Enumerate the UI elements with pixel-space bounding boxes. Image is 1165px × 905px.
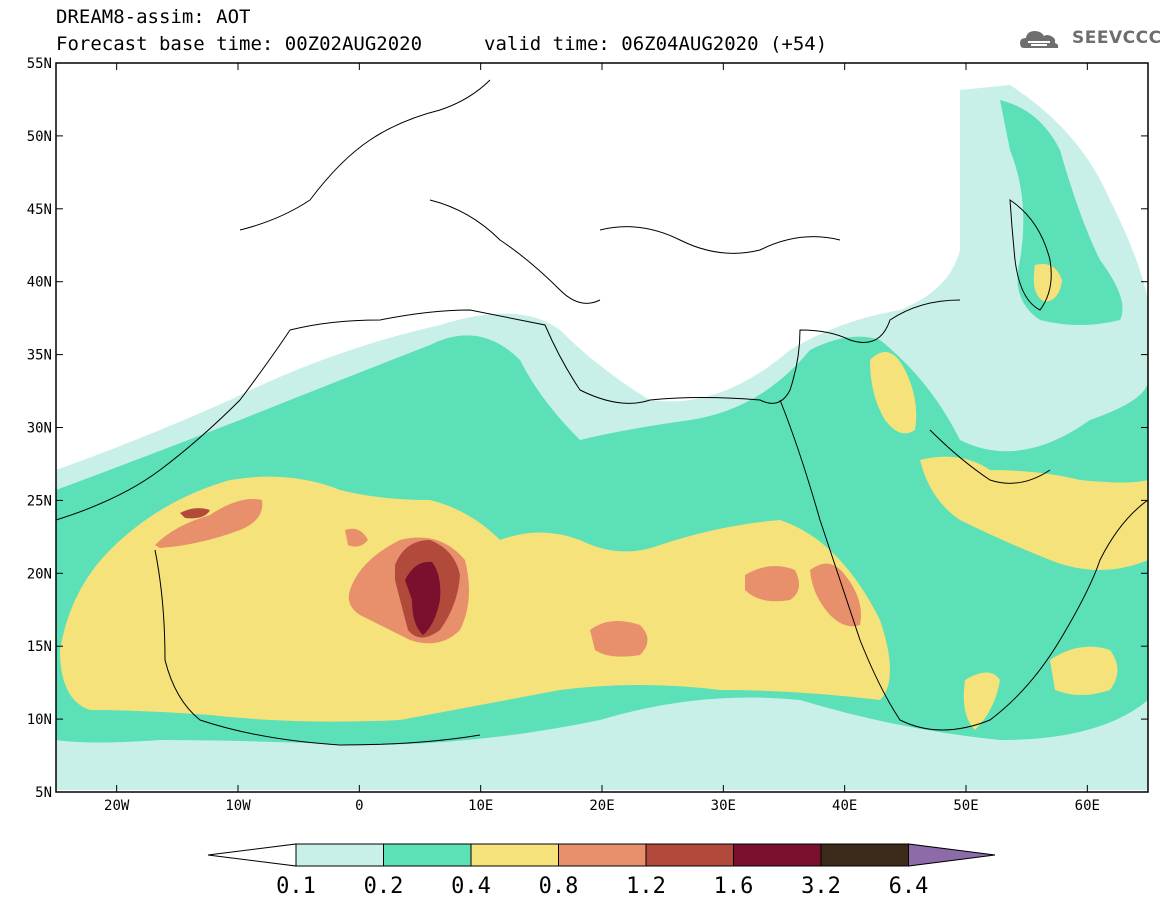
logo-text: SEEVCCC	[1072, 28, 1162, 48]
colorbar-segment	[733, 843, 822, 867]
colorbar-label: 6.4	[889, 874, 929, 899]
lon-label: 10E	[468, 798, 493, 814]
aot-band-0.8-eritrea	[810, 563, 861, 627]
colorbar-max-triangle	[908, 843, 996, 867]
aot-band-0.4-somalia	[963, 672, 1000, 730]
aot-band-0.4-oman	[1050, 646, 1118, 695]
lat-label: 5N	[35, 785, 52, 801]
colorbar-segment	[295, 843, 384, 867]
aot-band-0.4-arabia	[920, 456, 1148, 570]
lon-label: 0	[355, 798, 363, 814]
colorbar-label: 1.2	[626, 874, 666, 899]
lon-label: 60E	[1075, 798, 1100, 814]
forecast-base-time: Forecast base time: 00Z02AUG2020	[56, 33, 423, 55]
lon-label: 20E	[589, 798, 614, 814]
colorbar-segment	[645, 843, 734, 867]
lat-label: 20N	[27, 566, 52, 582]
lat-label: 45N	[27, 202, 52, 218]
map-title: DREAM8-assim: AOT	[56, 6, 251, 28]
colorbar-segment	[820, 843, 909, 867]
colorbar-label: 3.2	[801, 874, 841, 899]
colorbar-label: 0.8	[539, 874, 579, 899]
coastlines	[56, 79, 1148, 746]
lat-label: 40N	[27, 275, 52, 291]
colorbar-label: 1.6	[714, 874, 754, 899]
lat-axis: 55N 50N 45N 40N 35N 30N 25N 20N 15N 10N 5N	[27, 56, 1148, 801]
lon-axis: 20W 10W 0 10E 20E 30E 40E 50E 60E	[104, 63, 1100, 814]
aot-band-0.8-chad2	[345, 528, 368, 547]
aot-band-1.6	[405, 561, 441, 635]
lat-label: 50N	[27, 129, 52, 145]
lat-label: 15N	[27, 639, 52, 655]
aot-contour-fields	[56, 85, 1148, 790]
lon-label: 30E	[711, 798, 736, 814]
colorbar-segment	[383, 843, 472, 867]
lat-label: 10N	[27, 712, 52, 728]
colorbar-label: 0.1	[276, 874, 316, 899]
lat-label: 25N	[27, 493, 52, 509]
colorbar-label: 0.2	[364, 874, 404, 899]
lon-label: 20W	[104, 798, 130, 814]
aot-band-0.4-caspian	[1033, 264, 1062, 302]
aot-band-1.2-west	[180, 508, 210, 519]
aot-band-0.8-sudan	[745, 566, 799, 602]
lat-label: 30N	[27, 421, 52, 437]
colorbar-segment	[470, 843, 559, 867]
lon-label: 40E	[832, 798, 857, 814]
colorbar-min-triangle	[207, 843, 297, 867]
colorbar: 0.1 0.2 0.4 0.8 1.2 1.6 3.2 6.4	[207, 843, 996, 899]
aot-band-0.4-iraq	[870, 352, 917, 434]
lat-label: 55N	[27, 56, 52, 72]
colorbar-segment	[558, 843, 647, 867]
valid-time: valid time: 06Z04AUG2020 (+54)	[484, 33, 828, 55]
lon-label: 50E	[953, 798, 978, 814]
aot-band-0.8-mauritania	[155, 499, 263, 548]
aot-band-0.2-caspian	[1000, 100, 1123, 325]
aot-band-0.8-chad	[590, 621, 648, 657]
cloud-icon	[1020, 31, 1059, 48]
colorbar-label: 0.4	[451, 874, 491, 899]
lat-label: 35N	[27, 348, 52, 364]
lon-label: 10W	[225, 798, 251, 814]
aot-band-0.4	[60, 476, 890, 722]
